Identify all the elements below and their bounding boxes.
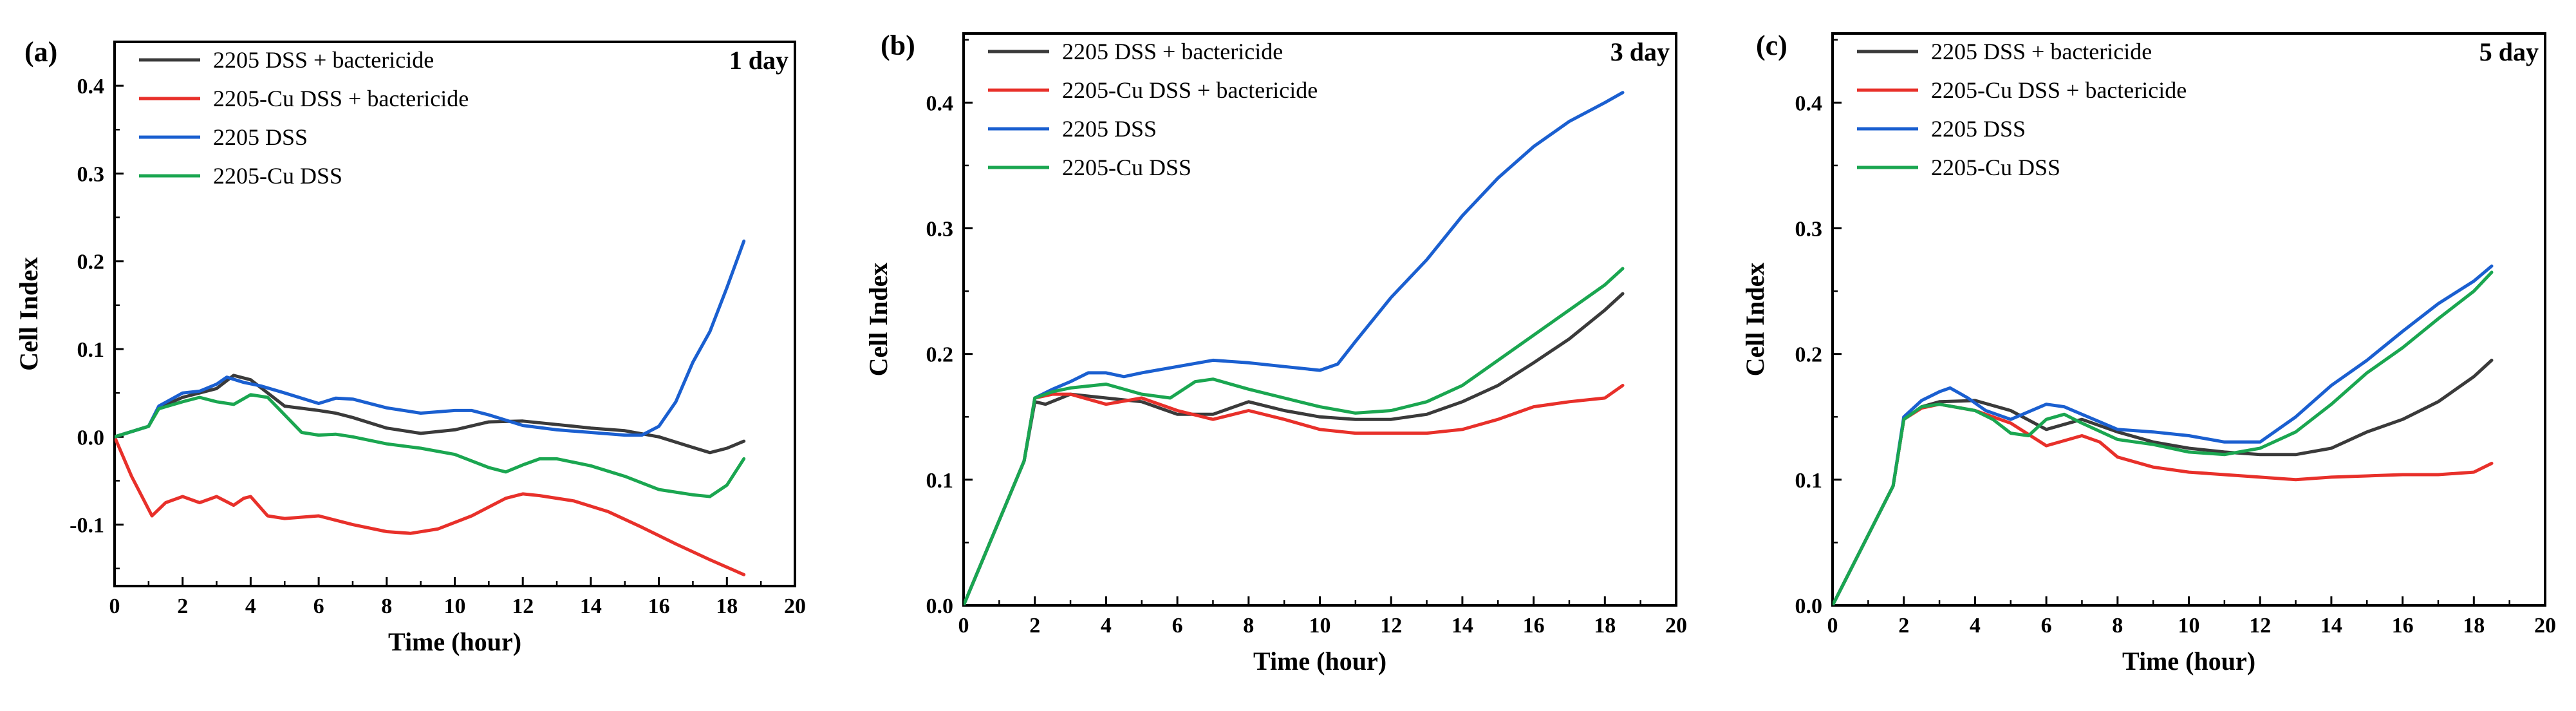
series-line-2205-cu-dss: [1833, 270, 2494, 605]
panel-label: (a): [24, 36, 57, 68]
x-axis-title: Time (hour): [2122, 647, 2255, 676]
x-tick-label: 12: [512, 594, 534, 618]
y-tick-label: 0.0: [926, 594, 954, 618]
panel-a: 0 2 4 6 8 10 12 14 16 18 20 -0.1 0.0 0.1 0.2 0.3 0.4 Time…: [14, 36, 806, 656]
y-tick-label: 0.1: [77, 338, 105, 362]
x-tick-label: 4: [1970, 614, 1981, 638]
series-line-2205-dss: [964, 91, 1625, 605]
x-tick-label: 12: [2249, 614, 2271, 638]
x-tick-label: 8: [2112, 614, 2123, 638]
x-tick-label: 16: [2392, 614, 2414, 638]
y-axis-title: Cell Index: [14, 257, 43, 371]
y-tick-label: 0.3: [1795, 218, 1823, 242]
y-tick-label: 0.4: [77, 75, 105, 99]
x-tick-label: 10: [2178, 614, 2200, 638]
x-tick-label: 0: [958, 614, 969, 638]
y-tick-label: 0.4: [1795, 91, 1823, 115]
plot-frame: [113, 41, 796, 587]
x-tick-label: 0: [109, 594, 120, 618]
x-tick-label: 6: [313, 594, 324, 618]
y-tick-label: 0.1: [926, 469, 954, 493]
x-tick-label: 14: [580, 594, 602, 618]
y-tick-label: 0.3: [77, 162, 105, 186]
x-tick-label: 18: [2463, 614, 2485, 638]
y-axis-title: Cell Index: [864, 263, 893, 377]
legend-label: 2205-Cu DSS + bactericide: [213, 86, 469, 111]
y-axis-title: Cell Index: [1741, 263, 1769, 377]
series-line-2205-dss-bactericide: [964, 292, 1625, 605]
x-tick-label: 8: [381, 594, 392, 618]
y-tick-label: -0.1: [70, 514, 104, 538]
legend-label: 2205 DSS + bactericide: [1931, 39, 2152, 64]
x-tick-label: 18: [1594, 614, 1616, 638]
x-tick-label: 10: [444, 594, 466, 618]
panel-c: 0 2 4 6 8 10 12 14 16 18 20 0.0 0.1 0.2 0.3 0.4 Time (ho…: [1741, 30, 2556, 676]
series-line-2205-cu-dss: [964, 267, 1625, 605]
legend-label: 2205-Cu DSS: [1931, 155, 2060, 180]
series-group: [1833, 264, 2494, 605]
series-line-2205-dss-bactericide: [115, 374, 746, 455]
x-tick-label: 20: [784, 594, 806, 618]
x-tick-label: 6: [2041, 614, 2052, 638]
x-tick-label: 10: [1309, 614, 1331, 638]
x-tick-label: 8: [1243, 614, 1254, 638]
legend-label: 2205-Cu DSS + bactericide: [1931, 77, 2187, 103]
y-tick-label: 0.0: [1795, 594, 1823, 618]
y-tick-label: 0.4: [926, 91, 954, 115]
x-axis-title: Time (hour): [388, 627, 521, 656]
series-line-2205-cu-dss: [115, 393, 746, 498]
x-tick-label: 18: [716, 594, 738, 618]
x-tick-label: 14: [1451, 614, 1473, 638]
y-tick-label: 0.2: [77, 251, 105, 274]
x-tick-label: 16: [1523, 614, 1545, 638]
day-label: 3 day: [1610, 37, 1670, 66]
series-line-2205-cu-dss-bactericide: [115, 435, 746, 576]
x-tick-label: 20: [2534, 614, 2556, 638]
legend-label: 2205 DSS + bactericide: [213, 47, 434, 73]
series-line-2205-dss: [115, 239, 746, 439]
panel-label: (b): [881, 30, 915, 61]
legend-label: 2205 DSS: [1062, 116, 1157, 142]
x-tick-label: 0: [1827, 614, 1838, 638]
y-tick-label: 0.3: [926, 218, 954, 242]
legend-label: 2205-Cu DSS: [1062, 155, 1191, 180]
legend-label: 2205-Cu DSS + bactericide: [1062, 77, 1318, 103]
x-tick-label: 12: [1380, 614, 1402, 638]
legend-label: 2205 DSS + bactericide: [1062, 39, 1283, 64]
legend-label: 2205 DSS: [1931, 116, 2026, 142]
x-tick-label: 2: [1898, 614, 1909, 638]
series-line-2205-cu-dss-bactericide: [964, 384, 1625, 605]
legend-label: 2205-Cu DSS: [213, 163, 342, 189]
x-tick-label: 6: [1172, 614, 1183, 638]
x-tick-label: 4: [1101, 614, 1112, 638]
day-label: 5 day: [2479, 37, 2539, 66]
y-tick-label: 0.1: [1795, 469, 1823, 493]
x-tick-label: 16: [648, 594, 670, 618]
x-tick-label: 2: [177, 594, 188, 618]
panel-b: 0 2 4 6 8 10 12 14 16 18 20 0.0 0.1 0.2 0.3 0.4 Time (ho…: [864, 30, 1687, 676]
x-tick-label: 14: [2320, 614, 2342, 638]
panel-label: (c): [1756, 30, 1787, 61]
day-label: 1 day: [729, 46, 789, 75]
x-axis-title: Time (hour): [1253, 647, 1386, 676]
y-tick-label: 0.0: [77, 426, 105, 450]
y-tick-label: 0.2: [1795, 343, 1823, 367]
series-line-2205-dss: [1833, 264, 2494, 605]
y-tick-label: 0.2: [926, 343, 954, 367]
x-tick-label: 4: [245, 594, 256, 618]
x-tick-label: 2: [1029, 614, 1040, 638]
legend-label: 2205 DSS: [213, 124, 308, 150]
series-group: [115, 239, 746, 576]
x-tick-label: 20: [1665, 614, 1687, 638]
series-group: [964, 91, 1625, 605]
